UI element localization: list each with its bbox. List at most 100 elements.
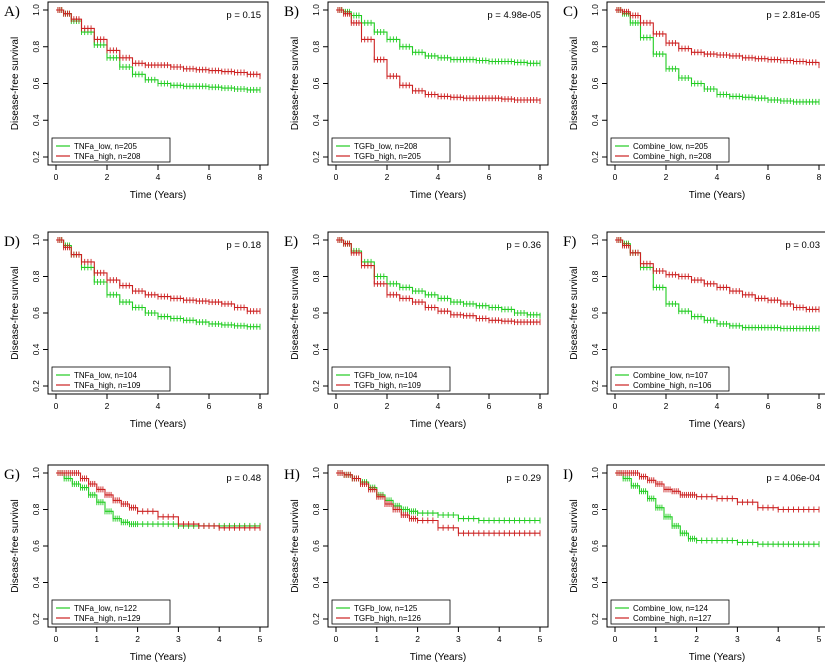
legend-label-low: Combine_low, n=107 (633, 371, 708, 380)
y-tick-label: 0.8 (311, 503, 321, 515)
x-tick-label: 2 (105, 172, 110, 182)
x-axis-title: Time (Years) (410, 419, 467, 430)
y-tick-label: 0.4 (590, 576, 600, 588)
legend-label-low: Combine_low, n=205 (633, 142, 708, 151)
legend-label-low: TGFb_low, n=104 (354, 371, 418, 380)
x-tick-label: 5 (538, 634, 543, 644)
y-axis-title: Disease-free survival (569, 37, 580, 130)
panel-label: D) (4, 234, 20, 250)
x-tick-label: 4 (436, 172, 441, 182)
legend-label-high: TGFb_high, n=205 (354, 152, 421, 161)
y-axis-title: Disease-free survival (10, 266, 21, 359)
x-tick-label: 4 (217, 634, 222, 644)
panel-c: C) 0.2 0.4 0.6 0.8 1.0 0 2 4 6 8 Time (Years) Diseas… (563, 1, 825, 201)
y-tick-label: 1.0 (311, 467, 321, 479)
legend-label-low: TNFa_low, n=205 (74, 142, 137, 151)
x-tick-label: 0 (54, 401, 59, 411)
legend-box (51, 137, 171, 163)
y-tick-label: 1.0 (311, 234, 321, 246)
legend-label-high: TGFb_high, n=109 (354, 381, 421, 390)
x-tick-label: 1 (94, 634, 99, 644)
x-tick-label: 2 (415, 634, 420, 644)
y-tick-label: 0.6 (311, 540, 321, 552)
y-tick-label: 0.2 (590, 151, 600, 163)
x-tick-label: 6 (766, 172, 771, 182)
x-tick-label: 8 (538, 172, 543, 182)
x-axis-title: Time (Years) (689, 419, 746, 430)
y-axis-title: Disease-free survival (290, 266, 301, 359)
y-tick-label: 1.0 (590, 467, 600, 479)
y-tick-label: 0.6 (31, 77, 41, 89)
panel-label: I) (563, 467, 573, 483)
panel-h: H) 0.2 0.4 0.6 0.8 1.0 0 1 2 3 4 5 Time (Years) Disea… (284, 464, 549, 663)
x-axis-title: Time (Years) (689, 190, 746, 201)
x-tick-label: 4 (156, 401, 161, 411)
x-tick-label: 4 (776, 634, 781, 644)
y-tick-label: 0.4 (590, 343, 600, 355)
x-tick-label: 1 (374, 634, 379, 644)
legend-box (51, 599, 171, 625)
legend-box (51, 366, 171, 392)
panel-label: A) (4, 4, 20, 20)
legend-box (331, 599, 451, 625)
y-tick-label: 0.4 (31, 114, 41, 126)
legend-label-low: TNFa_low, n=104 (74, 371, 137, 380)
y-tick-label: 0.8 (311, 270, 321, 282)
y-tick-label: 0.4 (311, 114, 321, 126)
y-axis-title: Disease-free survival (569, 499, 580, 592)
legend-label-low: TGFb_low, n=208 (354, 142, 418, 151)
y-axis-title: Disease-free survival (290, 499, 301, 592)
legend-label-high: TNFa_high, n=109 (74, 381, 141, 390)
x-tick-label: 8 (258, 172, 263, 182)
legend-label-high: Combine_high, n=106 (633, 381, 712, 390)
y-tick-label: 1.0 (31, 234, 41, 246)
x-tick-label: 0 (334, 172, 339, 182)
x-tick-label: 6 (487, 401, 492, 411)
panel-d: D) 0.2 0.4 0.6 0.8 1.0 0 2 4 6 8 Time (Years) Diseas… (4, 231, 269, 430)
p-value: p = 0.03 (785, 240, 820, 251)
p-value: p = 0.29 (506, 473, 541, 484)
km-curve-low (56, 9, 260, 91)
y-tick-label: 1.0 (311, 4, 321, 16)
x-axis-title: Time (Years) (689, 652, 746, 663)
y-tick-label: 0.6 (31, 307, 41, 319)
x-tick-label: 8 (817, 172, 822, 182)
x-axis-title: Time (Years) (410, 190, 467, 201)
panel-label: C) (563, 4, 578, 20)
x-axis-title: Time (Years) (130, 419, 187, 430)
x-tick-label: 0 (613, 172, 618, 182)
y-tick-label: 0.2 (31, 151, 41, 163)
x-tick-label: 4 (436, 401, 441, 411)
y-tick-label: 0.4 (590, 114, 600, 126)
p-value: p = 0.48 (226, 473, 261, 484)
y-tick-label: 0.8 (31, 270, 41, 282)
legend-box (331, 137, 451, 163)
x-tick-label: 2 (664, 401, 669, 411)
x-tick-label: 0 (334, 401, 339, 411)
legend-label-high: Combine_high, n=127 (633, 614, 712, 623)
x-tick-label: 6 (487, 172, 492, 182)
panel-a: A) 0.2 0.4 0.6 0.8 1.0 0 2 4 6 8 Time (Years) Diseas… (4, 1, 269, 201)
y-tick-label: 0.2 (590, 380, 600, 392)
km-curve-low (336, 239, 541, 316)
panel-i: I) 0.2 0.4 0.6 0.8 1.0 0 1 2 3 4 5 Time (Years) Disea… (563, 464, 825, 663)
x-tick-label: 2 (105, 401, 110, 411)
x-tick-label: 2 (135, 634, 140, 644)
x-tick-label: 1 (653, 634, 658, 644)
y-tick-label: 0.2 (311, 613, 321, 625)
legend-box (610, 366, 730, 392)
x-tick-label: 4 (497, 634, 502, 644)
y-tick-label: 0.2 (311, 380, 321, 392)
x-tick-label: 6 (207, 401, 212, 411)
x-tick-label: 6 (766, 401, 771, 411)
y-axis-title: Disease-free survival (10, 499, 21, 592)
y-tick-label: 0.8 (590, 503, 600, 515)
x-tick-label: 3 (735, 634, 740, 644)
legend-label-low: TGFb_low, n=125 (354, 604, 418, 613)
x-axis-title: Time (Years) (130, 652, 187, 663)
